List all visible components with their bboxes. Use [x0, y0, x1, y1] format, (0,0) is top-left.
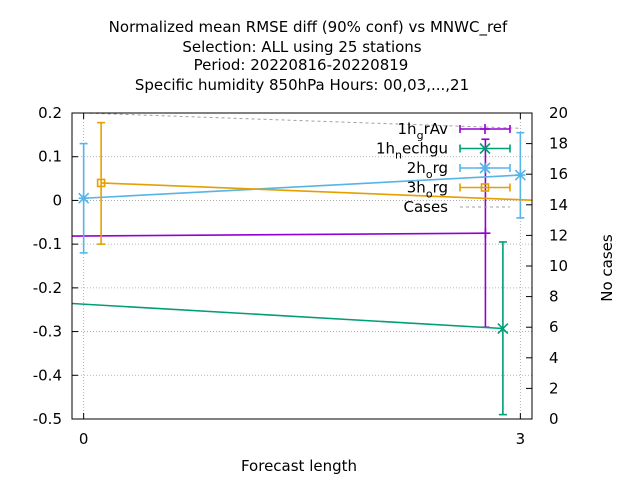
y-tick-label: -0.3 — [33, 323, 62, 341]
y-tick-label: -0.2 — [33, 279, 62, 297]
chart-title: Normalized mean RMSE diff (90% conf) vs … — [109, 18, 508, 94]
legend-label: 1hgrAv — [398, 120, 449, 142]
y-tick-label: -0.4 — [33, 366, 62, 384]
legend-label: 2horg — [407, 159, 448, 181]
legend-marker — [480, 124, 490, 134]
series-5 — [83, 113, 521, 129]
title-line-4: Specific humidity 850hPa Hours: 00,03,..… — [135, 76, 469, 94]
error-bar — [534, 148, 542, 253]
legend-entry-2: 1hnechgu — [376, 140, 511, 162]
data-point — [78, 192, 90, 204]
y2-tick-label: 10 — [549, 257, 568, 275]
x-tick-label: 0 — [79, 430, 89, 448]
y2-tick-label: 2 — [549, 379, 559, 397]
data-point — [61, 298, 71, 308]
y2-tick-label: 6 — [549, 318, 559, 336]
legend-label: Cases — [403, 198, 448, 216]
title-line-2: Selection: ALL using 25 stations — [182, 38, 421, 56]
y-tick-label: -0.1 — [33, 235, 62, 253]
error-bar — [97, 121, 106, 245]
series-line — [101, 182, 532, 201]
series-4 — [96, 121, 542, 253]
legend-entry-3: 2horg — [407, 159, 511, 181]
series-line — [72, 232, 486, 237]
legend-label: 3horg — [407, 179, 448, 201]
y2-axis-label: No cases — [598, 234, 616, 302]
legend-marker — [479, 142, 491, 155]
y2-tick-label: 18 — [549, 135, 568, 153]
grid — [72, 113, 532, 419]
y-tick-label: 0.2 — [38, 104, 62, 122]
data-point — [534, 197, 541, 204]
plot-area — [61, 113, 542, 416]
series-line — [83, 174, 521, 200]
title-line-3: Period: 20220816-20220819 — [194, 56, 409, 74]
data-point — [96, 178, 106, 188]
y2-tick-label: 4 — [549, 349, 559, 367]
y2-tick-label: 0 — [549, 410, 559, 428]
data-point — [497, 322, 509, 335]
error-bar — [62, 216, 70, 389]
legend-line — [459, 183, 511, 192]
y2-tick-label: 14 — [549, 196, 568, 214]
legend-entry-1: 1hgrAv — [398, 120, 511, 142]
series-2 — [61, 216, 509, 416]
y2-tick-label: 12 — [549, 226, 568, 244]
plot-frame — [71, 112, 533, 420]
legend-entry-4: 3horg — [407, 179, 511, 201]
x-axis-label: Forecast length — [241, 457, 357, 475]
legend-marker — [480, 183, 490, 192]
series-line — [83, 113, 521, 129]
y-tick-label: 0 — [52, 191, 62, 209]
y-tick-label: 0.1 — [38, 148, 62, 166]
y2-tick-label: 16 — [549, 165, 568, 183]
data-point — [480, 228, 491, 239]
title-line-1: Normalized mean RMSE diff (90% conf) vs … — [109, 18, 508, 37]
axes: 0.20.10-0.1-0.2-0.3-0.4-0.50 320181614121… — [33, 104, 568, 448]
legend-marker — [479, 162, 491, 174]
series-line — [72, 302, 503, 330]
legend-label: 1hnechgu — [376, 140, 448, 162]
y2-tick-label: 20 — [549, 104, 568, 122]
y2-tick-label: 8 — [549, 288, 559, 306]
y-tick-label: -0.5 — [33, 410, 62, 428]
series-3 — [78, 131, 526, 254]
x-tick-label: 3 — [516, 430, 526, 448]
legend-entry-5: Cases — [403, 198, 510, 216]
data-point — [514, 169, 526, 181]
